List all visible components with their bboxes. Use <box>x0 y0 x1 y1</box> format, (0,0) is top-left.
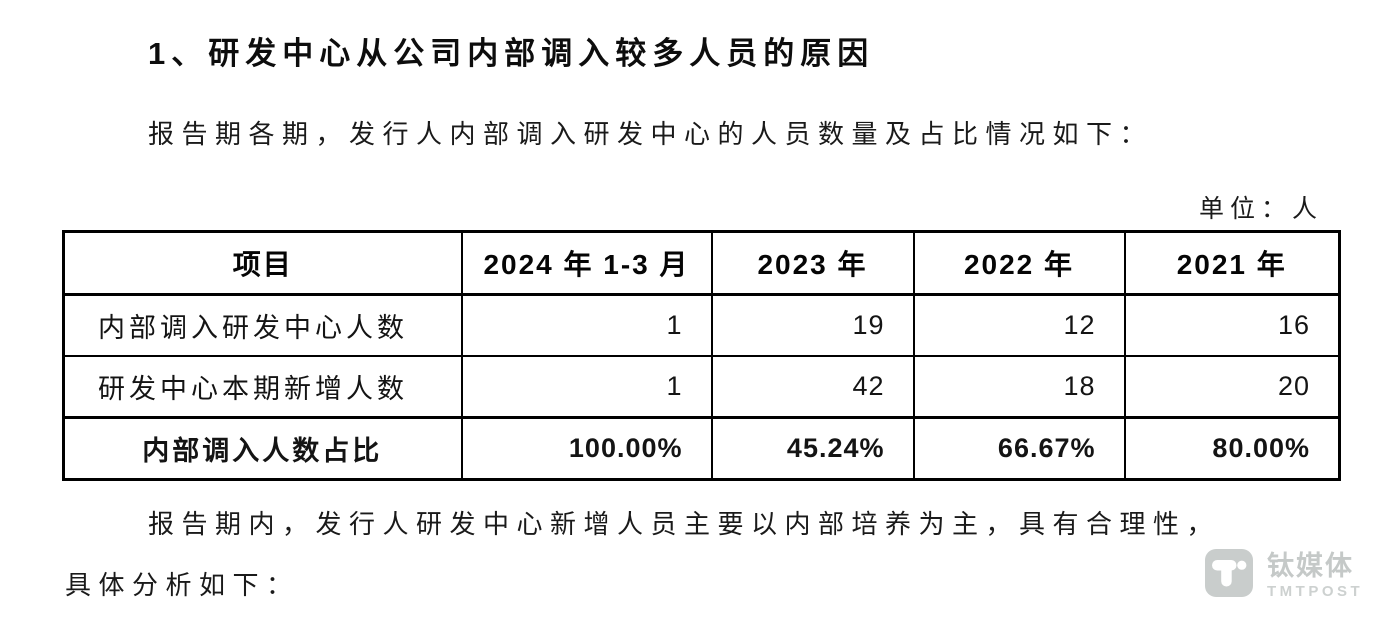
row-label: 内部调入人数占比 <box>62 416 463 481</box>
table-header-row: 项目 2024 年 1-3 月 2023 年 2022 年 2021 年 <box>62 230 1341 296</box>
column-header-2023: 2023 年 <box>710 230 915 296</box>
row-value: 45.24% <box>710 416 915 481</box>
column-header-2021: 2021 年 <box>1123 230 1341 296</box>
row-value: 16 <box>1123 293 1341 357</box>
watermark-name-cn: 钛媒体 <box>1267 551 1354 581</box>
column-header-item: 项目 <box>62 230 463 296</box>
closing-paragraph: 报告期内，发行人研发中心新增人员主要以内部培养为主，具有合理性， 具体分析如下： <box>65 494 1220 616</box>
watermark-text: 钛媒体 TMTPOST <box>1267 551 1364 600</box>
table-row: 内部调入研发中心人数 1 19 12 16 <box>62 293 1341 357</box>
column-header-2024q1: 2024 年 1-3 月 <box>460 230 713 296</box>
unit-note: 单位：人 <box>1198 196 1323 223</box>
row-value: 19 <box>710 293 915 357</box>
column-header-2022: 2022 年 <box>912 230 1126 296</box>
intro-paragraph: 报告期各期，发行人内部调入研发中心的人员数量及占比情况如下： <box>148 120 1154 149</box>
row-value: 100.00% <box>460 416 713 481</box>
row-value: 66.67% <box>912 416 1126 481</box>
row-value: 1 <box>460 355 713 419</box>
table-row: 研发中心本期新增人数 1 42 18 20 <box>62 355 1341 419</box>
tmtpost-watermark: 钛媒体 TMTPOST <box>1205 549 1363 599</box>
row-value: 12 <box>912 293 1126 357</box>
watermark-name-en: TMTPOST <box>1267 583 1364 600</box>
table-row-ratio: 内部调入人数占比 100.00% 45.24% 66.67% 80.00% <box>62 416 1341 481</box>
closing-paragraph-line1: 报告期内，发行人研发中心新增人员主要以内部培养为主，具有合理性， <box>148 510 1221 539</box>
personnel-table: 项目 2024 年 1-3 月 2023 年 2022 年 2021 年 内部调… <box>62 230 1341 481</box>
row-value: 20 <box>1123 355 1341 419</box>
closing-paragraph-line2: 具体分析如下： <box>65 571 300 600</box>
row-value: 1 <box>460 293 713 357</box>
row-label: 研发中心本期新增人数 <box>62 355 463 419</box>
row-label: 内部调入研发中心人数 <box>62 293 463 357</box>
row-value: 42 <box>710 355 915 419</box>
tmtpost-logo-icon <box>1205 549 1253 597</box>
section-title: 1、研发中心从公司内部调入较多人员的原因 <box>148 36 875 71</box>
row-value: 18 <box>912 355 1126 419</box>
row-value: 80.00% <box>1123 416 1341 481</box>
